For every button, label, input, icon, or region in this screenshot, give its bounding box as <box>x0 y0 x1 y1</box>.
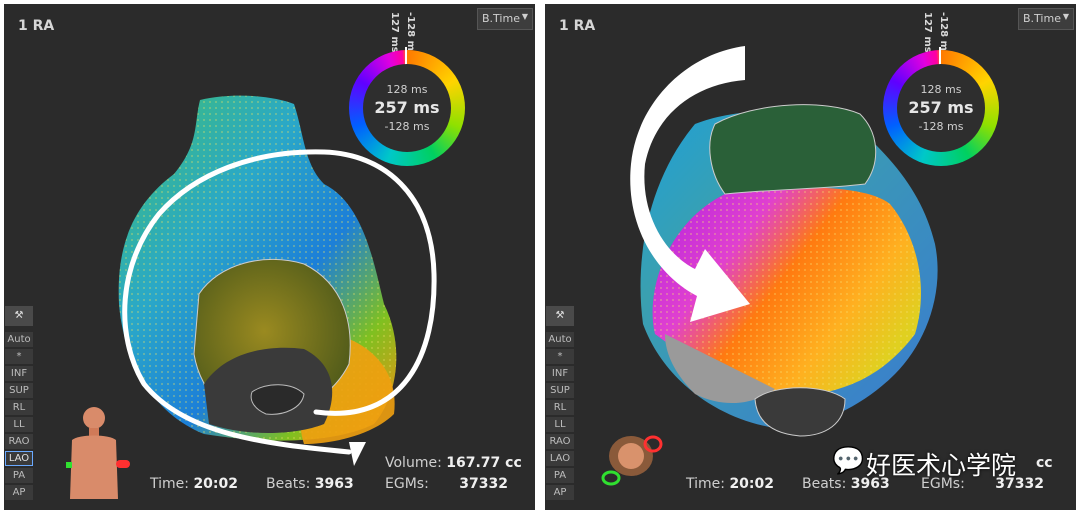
view-inf-button[interactable]: INF <box>546 366 574 381</box>
dropdown-value: B.Time <box>1023 12 1061 25</box>
color-scale-ring[interactable]: 128 ms 257 ms -128 ms <box>883 47 999 166</box>
egms-stat: EGMs: 37332 <box>921 476 1044 492</box>
beats-stat: Beats: 3963 <box>266 476 354 492</box>
view-lao-button[interactable]: LAO <box>5 451 33 466</box>
view-auto-button[interactable]: Auto <box>546 332 574 347</box>
scale-top-right-label: -128 ms <box>405 12 416 57</box>
wechat-icon: 💬 <box>832 446 865 476</box>
view-star-button[interactable]: * <box>546 349 574 364</box>
beats-value: 3963 <box>850 476 890 492</box>
beats-value: 3963 <box>314 476 354 492</box>
view-sup-button[interactable]: SUP <box>546 383 574 398</box>
view-ap-button[interactable]: AP <box>546 485 574 500</box>
torso-orientation-icon[interactable] <box>64 404 134 504</box>
chevron-down-icon: ▼ <box>1062 12 1069 21</box>
egms-value: 37332 <box>995 476 1044 492</box>
chamber-title: 1 RA <box>559 18 596 34</box>
scale-top-left-label: 127 ms <box>922 12 933 53</box>
volume-stat: cc <box>1036 455 1053 471</box>
egms-stat: EGMs: 37332 <box>385 476 508 492</box>
map-type-dropdown[interactable]: B.Time ▼ <box>1018 8 1074 30</box>
volume-stat: Volume: 167.77 cc <box>385 455 522 471</box>
scale-window-marker[interactable] <box>405 47 407 67</box>
volume-value: cc <box>1036 455 1053 471</box>
view-ll-button[interactable]: LL <box>5 417 33 432</box>
hammer-icon[interactable]: ⚒ <box>546 306 574 326</box>
scale-window-marker[interactable] <box>939 47 941 67</box>
time-value: 20:02 <box>729 476 775 492</box>
view-inf-button[interactable]: INF <box>5 366 33 381</box>
scale-top-right-label: -128 ms <box>938 12 949 57</box>
time-stat: Time: 20:02 <box>686 476 775 492</box>
volume-value: 167.77 cc <box>446 455 522 471</box>
color-scale-ring[interactable]: 128 ms 257 ms -128 ms <box>349 47 465 166</box>
chevron-down-icon: ▼ <box>521 12 528 21</box>
view-ll-button[interactable]: LL <box>546 417 574 432</box>
scale-lower-value: -128 ms <box>918 120 964 133</box>
activation-map-3d[interactable] <box>545 4 1076 510</box>
time-stat: Time: 20:02 <box>150 476 239 492</box>
view-sup-button[interactable]: SUP <box>5 383 33 398</box>
scale-total-value: 257 ms <box>908 98 974 117</box>
scale-upper-value: 128 ms <box>920 83 962 96</box>
view-toolbar: ⚒ Auto * INF SUP RL LL RAO LAO PA AP <box>546 306 576 502</box>
view-rao-button[interactable]: RAO <box>546 434 574 449</box>
scale-lower-value: -128 ms <box>384 120 430 133</box>
scale-top-left-label: 127 ms <box>389 12 400 53</box>
view-rl-button[interactable]: RL <box>5 400 33 415</box>
view-ap-button[interactable]: AP <box>5 485 33 500</box>
view-toolbar: ⚒ Auto * INF SUP RL LL RAO LAO PA AP <box>5 306 35 502</box>
view-rl-button[interactable]: RL <box>546 400 574 415</box>
scale-total-value: 257 ms <box>374 98 440 117</box>
view-pa-button[interactable]: PA <box>5 468 33 483</box>
egms-value: 37332 <box>459 476 508 492</box>
beats-stat: Beats: 3963 <box>802 476 890 492</box>
hammer-icon[interactable]: ⚒ <box>5 306 33 326</box>
activation-map-3d[interactable] <box>4 4 535 510</box>
time-value: 20:02 <box>193 476 239 492</box>
chamber-title: 1 RA <box>18 18 55 34</box>
view-rao-button[interactable]: RAO <box>5 434 33 449</box>
watermark-text: 好医术心学院 <box>866 451 1017 480</box>
scale-upper-value: 128 ms <box>386 83 428 96</box>
torso-orientation-icon[interactable] <box>601 424 671 494</box>
view-auto-button[interactable]: Auto <box>5 332 33 347</box>
view-pa-button[interactable]: PA <box>546 468 574 483</box>
map-type-dropdown[interactable]: B.Time ▼ <box>477 8 533 30</box>
dropdown-value: B.Time <box>482 12 520 25</box>
view-lao-button[interactable]: LAO <box>546 451 574 466</box>
view-star-button[interactable]: * <box>5 349 33 364</box>
map-panel-left[interactable]: 1 RA B.Time ▼ 127 ms -128 ms 128 ms 257 … <box>4 4 535 510</box>
map-panel-right[interactable]: 1 RA B.Time ▼ 127 ms -128 ms 128 ms 257 … <box>545 4 1076 510</box>
